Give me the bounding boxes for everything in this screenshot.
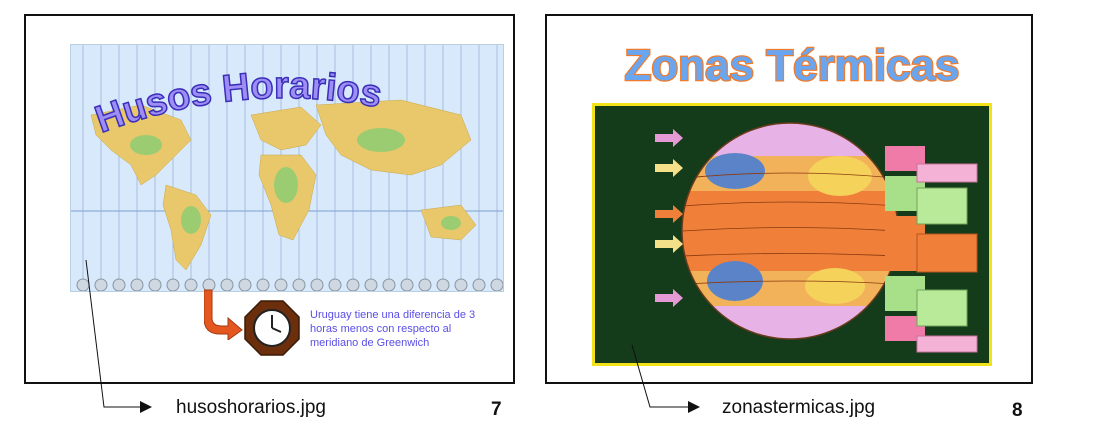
curved-arrow-icon <box>204 289 243 340</box>
clock-icon <box>244 300 300 356</box>
filename-label: zonastermicas.jpg <box>722 397 876 418</box>
slide-zonas-termicas: Zonas Térmicas <box>545 14 1033 384</box>
filename-label: husoshorarios.jpg <box>176 397 326 418</box>
world-time-zones-map: Husos Horarios <box>70 44 504 292</box>
slide-title-graphic: Zonas Térmicas <box>623 40 961 92</box>
slide-title: Zonas Térmicas <box>624 41 959 90</box>
arrow-icon <box>140 401 152 413</box>
arrow-icon <box>688 401 700 413</box>
thermal-zones-diagram <box>592 103 992 366</box>
time-difference-caption: Uruguay tiene una diferencia de 3 horas … <box>310 309 476 349</box>
thermal-zones-graphic <box>595 106 989 363</box>
page-number: 8 <box>1012 400 1023 421</box>
time-zones-map-graphic: Husos Horarios <box>71 45 503 291</box>
page-number: 7 <box>491 399 502 420</box>
slide-husos-horarios: Husos Horarios Uruguay tiene una diferen… <box>24 14 515 384</box>
